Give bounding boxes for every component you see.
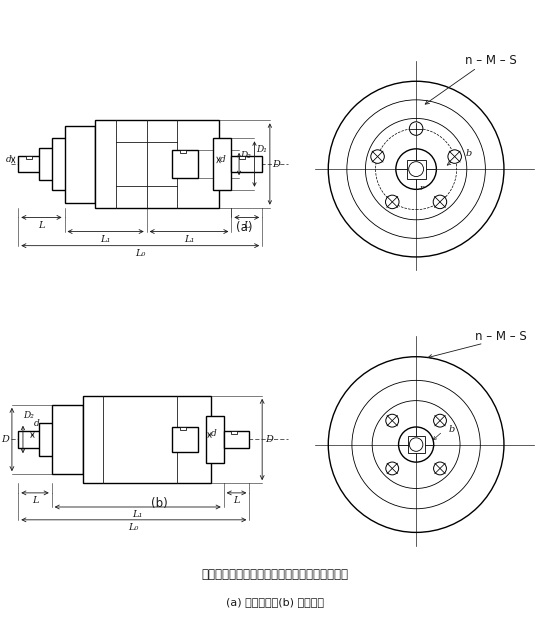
Text: L: L — [244, 220, 250, 230]
Circle shape — [433, 195, 447, 209]
Text: L: L — [233, 496, 240, 505]
Text: D₁: D₁ — [256, 145, 267, 154]
Bar — [206, 417, 224, 462]
Bar — [180, 426, 186, 430]
Text: D: D — [2, 435, 9, 444]
Bar — [224, 430, 249, 449]
Text: b: b — [465, 149, 471, 158]
Text: L₁: L₁ — [133, 510, 143, 519]
Text: d: d — [211, 429, 217, 438]
Circle shape — [409, 438, 423, 451]
Text: d: d — [34, 420, 40, 428]
Circle shape — [386, 195, 399, 209]
Bar — [180, 150, 186, 153]
Text: D: D — [272, 160, 280, 168]
Bar — [26, 156, 32, 159]
Text: d: d — [220, 155, 225, 163]
Bar — [406, 160, 426, 178]
Bar — [213, 139, 232, 189]
Circle shape — [448, 150, 461, 163]
Text: L₀: L₀ — [129, 523, 139, 532]
Bar — [52, 139, 78, 189]
Text: b: b — [448, 425, 455, 433]
Bar — [239, 156, 245, 159]
Text: L: L — [38, 220, 45, 230]
Text: (a): (a) — [236, 221, 252, 234]
Bar — [18, 156, 44, 172]
Text: n – M – S: n – M – S — [465, 54, 516, 67]
Bar — [18, 430, 47, 449]
Text: 轴输入，轴输出，单侧或双侧止口支摔式离合器: 轴输入，轴输出，单侧或双侧止口支摔式离合器 — [201, 568, 349, 581]
Bar — [172, 150, 198, 178]
Circle shape — [409, 162, 424, 176]
Bar — [95, 121, 218, 207]
Bar — [64, 126, 95, 202]
Circle shape — [409, 122, 423, 136]
Text: (a) 双侧止口；(b) 单侧止口: (a) 双侧止口；(b) 单侧止口 — [226, 597, 324, 607]
Text: L: L — [32, 496, 39, 505]
Text: n – M – S: n – M – S — [475, 330, 526, 343]
Bar — [232, 156, 262, 172]
Text: L₀: L₀ — [135, 249, 145, 258]
Text: D₂: D₂ — [240, 151, 251, 160]
Text: L₁: L₁ — [101, 235, 111, 244]
Text: d: d — [6, 155, 12, 164]
Bar — [82, 396, 211, 483]
Circle shape — [433, 414, 447, 427]
Bar — [232, 430, 237, 433]
Bar — [52, 405, 82, 474]
Circle shape — [433, 462, 447, 475]
Circle shape — [386, 414, 399, 427]
Text: r: r — [420, 184, 424, 192]
Text: L₁: L₁ — [184, 235, 194, 244]
Bar — [39, 148, 59, 180]
Text: D: D — [265, 435, 273, 444]
Circle shape — [386, 462, 399, 475]
Text: (b): (b) — [151, 496, 168, 509]
Bar — [408, 436, 425, 453]
Bar — [39, 423, 64, 456]
Text: D₂: D₂ — [24, 411, 34, 420]
Circle shape — [371, 150, 384, 163]
Bar — [172, 426, 198, 452]
